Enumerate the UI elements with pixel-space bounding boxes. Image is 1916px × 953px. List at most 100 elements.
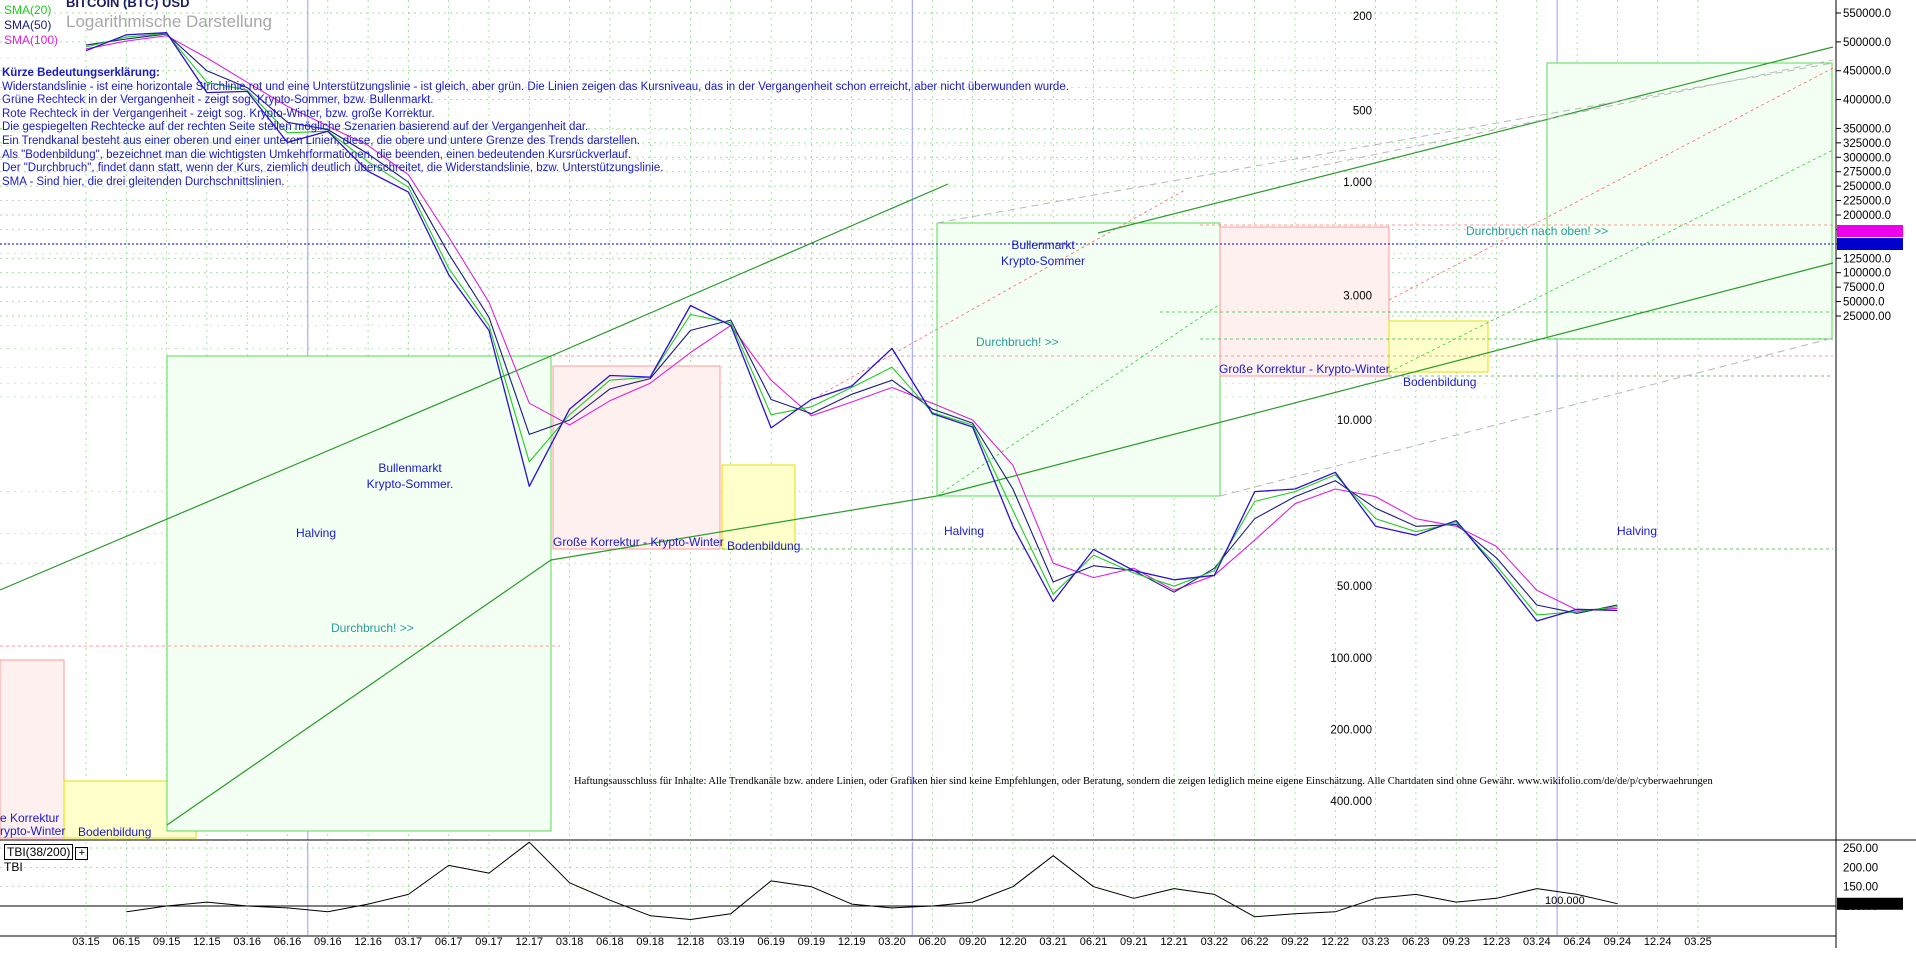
tbi-name: TBI (4, 860, 23, 874)
y-tick-label: 300000.0 (1843, 152, 1891, 164)
trend-gray-line (1219, 337, 1834, 497)
y-tick-label: 275000.0 (1843, 167, 1891, 179)
x-tick-label: 03.18 (556, 936, 584, 948)
x-tick-label: 03.19 (717, 936, 745, 948)
halving-label: Halving (944, 524, 984, 538)
x-tick-label: 09.15 (153, 936, 181, 948)
trend-lower-line (550, 495, 938, 561)
y-tick-label: 10.000 (1337, 415, 1372, 427)
x-tick-label: 12.22 (1322, 936, 1350, 948)
tbi-tick-label: 200.00 (1843, 862, 1878, 874)
x-tick-label: 09.19 (798, 936, 826, 948)
x-tick-label: 09.17 (475, 936, 503, 948)
durchbruch-label: Durchbruch! >> (976, 335, 1059, 349)
legend-sma100[interactable]: SMA(100) (4, 33, 59, 47)
y-tick-label: 1.000 (1343, 177, 1372, 189)
trend-upper-line (1097, 46, 1834, 234)
trend-upper-line (550, 183, 949, 357)
bodenbildung-label: Bodenbildung (78, 825, 151, 839)
trend-gray-line (1299, 59, 1834, 171)
y-tick-label: 100000.0 (1843, 268, 1891, 280)
y-tick-label: 25000.00 (1843, 311, 1891, 323)
x-tick-label: 12.17 (516, 936, 544, 948)
chart-title: BITCOIN (BTC) USD (66, 0, 190, 10)
tbi-legend-label[interactable]: TBI(38/200) (4, 844, 74, 860)
tbi-value-tag (1837, 897, 1903, 910)
x-tick-label: 03.15 (72, 936, 100, 948)
x-tick-label: 03.22 (1201, 936, 1229, 948)
x-tick-label: 06.22 (1241, 936, 1269, 948)
trend-red-dashed (819, 189, 1186, 396)
x-tick-label: 06.18 (596, 936, 624, 948)
expand-plus-icon[interactable]: + (75, 847, 89, 860)
y-tick-label: 200 (1353, 11, 1372, 23)
x-tick-label: 03.25 (1684, 936, 1712, 948)
sma-line-100 (85, 35, 1618, 611)
korrektur-label: rypto-Winter (0, 824, 65, 838)
legend-sma50[interactable]: SMA(50) (4, 18, 52, 32)
tbi-line (126, 841, 1618, 920)
x-tick-label: 03.23 (1362, 936, 1390, 948)
bullenmarkt-label: Bullenmarkt (378, 461, 442, 475)
trend-lower-line (936, 262, 1834, 497)
y-tick-label: 200.000 (1330, 724, 1372, 736)
chart-subtitle: Logarithmische Darstellung (66, 12, 272, 31)
bodenbildung-label: Bodenbildung (727, 539, 800, 553)
bodenbildung-label: Bodenbildung (1403, 375, 1476, 389)
x-tick-label: 12.23 (1483, 936, 1511, 948)
bottom-rect (721, 464, 796, 550)
trend-green-dashed (1388, 149, 1834, 373)
x-tick-label: 06.16 (274, 936, 302, 948)
trend-green-dashed (936, 303, 1221, 497)
explanation-heading: Kürze Bedeutungserklärung: (2, 67, 160, 79)
bear-rect (1219, 226, 1390, 377)
disclaimer: Haftungsausschluss für Inhalte: Alle Tre… (574, 776, 1713, 787)
x-tick-label: 06.23 (1402, 936, 1430, 948)
x-tick-label: 12.18 (677, 936, 705, 948)
halving-label: Halving (296, 526, 336, 540)
x-tick-label: 06.20 (919, 936, 947, 948)
y-tick-label: 500000.0 (1843, 37, 1891, 49)
x-tick-label: 12.16 (354, 936, 382, 948)
krypto-sommer-label: Krypto-Sommer. (367, 477, 454, 491)
y-tick-label: 400000.0 (1843, 95, 1891, 107)
x-tick-label: 06.19 (757, 936, 785, 948)
sma-line-20 (85, 32, 1618, 616)
x-tick-label: 12.19 (838, 936, 866, 948)
legend-sma20[interactable]: SMA(20) (4, 3, 52, 17)
korrektur-label: Große Korrektur - Krypto-Winter (1219, 362, 1390, 376)
x-tick-label: 09.20 (959, 936, 987, 948)
y-tick-label: 50.000 (1337, 581, 1372, 593)
x-tick-label: 09.23 (1442, 936, 1470, 948)
x-tick-label: 06.17 (435, 936, 463, 948)
tbi-ref-label: 100.000 (1545, 895, 1585, 907)
y-tick-label: 325000.0 (1843, 138, 1891, 150)
x-tick-label: 09.24 (1604, 936, 1632, 948)
x-tick-label: 03.16 (233, 936, 261, 948)
krypto-sommer-label: Krypto-Sommer (1001, 254, 1085, 268)
korrektur-label: e Korrektur (0, 811, 59, 825)
explanation-line: Die gespiegelten Rechtecke auf der recht… (2, 121, 589, 134)
y-tick-label: 500 (1353, 106, 1372, 118)
y-tick-label: 350000.0 (1843, 123, 1891, 135)
x-tick-label: 06.21 (1080, 936, 1108, 948)
trend-gray-line (936, 62, 1834, 224)
explanation-block: Kürze Bedeutungserklärung: Widerstandsli… (2, 67, 1069, 189)
y-tick-label: 550000.0 (1843, 8, 1891, 20)
y-tick-label: 200000.0 (1843, 210, 1891, 222)
x-tick-label: 06.24 (1563, 936, 1591, 948)
y-tick-label: 125000.0 (1843, 253, 1891, 265)
x-tick-label: 09.16 (314, 936, 342, 948)
korrektur-label: Große Korrektur - Krypto-Winter (553, 535, 724, 549)
x-tick-label: 03.21 (1039, 936, 1067, 948)
y-tick-label: 100.000 (1330, 653, 1372, 665)
x-tick-label: 03.24 (1523, 936, 1551, 948)
y-tick-label: 50000.0 (1843, 297, 1885, 309)
explanation-line: SMA - Sind hier, die drei gleitenden Dur… (2, 175, 285, 188)
explanation-line: Rote Rechteck in der Vergangenheit - zei… (2, 107, 435, 120)
x-tick-label: 06.15 (113, 936, 141, 948)
explanation-line: Grüne Rechteck in der Vergangenheit - ze… (2, 94, 434, 107)
x-tick-label: 12.20 (999, 936, 1027, 948)
